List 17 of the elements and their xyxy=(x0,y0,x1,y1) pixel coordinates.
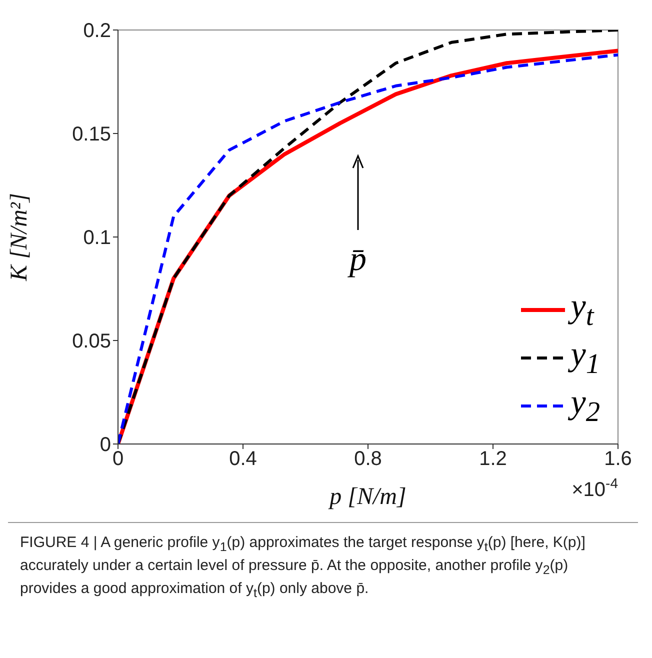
annotation: p̄ xyxy=(348,241,366,278)
x-tick-label: 1.2 xyxy=(479,448,507,470)
y-tick-label: 0.15 xyxy=(72,124,111,146)
x-tick-label: 1.6 xyxy=(604,448,632,470)
y-tick-label: 0 xyxy=(100,434,111,456)
y-tick-label: 0.2 xyxy=(83,20,111,42)
y-axis-title: K [N/m²] xyxy=(6,193,33,282)
y-tick-label: 0.1 xyxy=(83,227,111,250)
x-tick-label: 0.4 xyxy=(229,448,257,470)
text: FIGURE 4 | A generic profile y$_{1}$(p) approximates the target response y$_{t}$(p) [here, K(p)] accurately under a certain level of pressure p̄. At the opposite, another profile y$_{2}$(p) provides a good approximation of y$_{t}$(p) only above p̄. xyxy=(20,534,586,600)
legend-label: y$_{2}$ xyxy=(570,384,600,428)
text: ×10$^{-4}$ xyxy=(572,475,618,501)
legend-label: y$_{t}$ xyxy=(570,288,594,332)
legend-label: y$_{1}$ xyxy=(570,336,600,380)
x-axis-title: p [N/m] xyxy=(328,484,406,510)
y-tick-label: 0.05 xyxy=(72,330,111,353)
x-tick-label: 0.8 xyxy=(354,448,382,470)
